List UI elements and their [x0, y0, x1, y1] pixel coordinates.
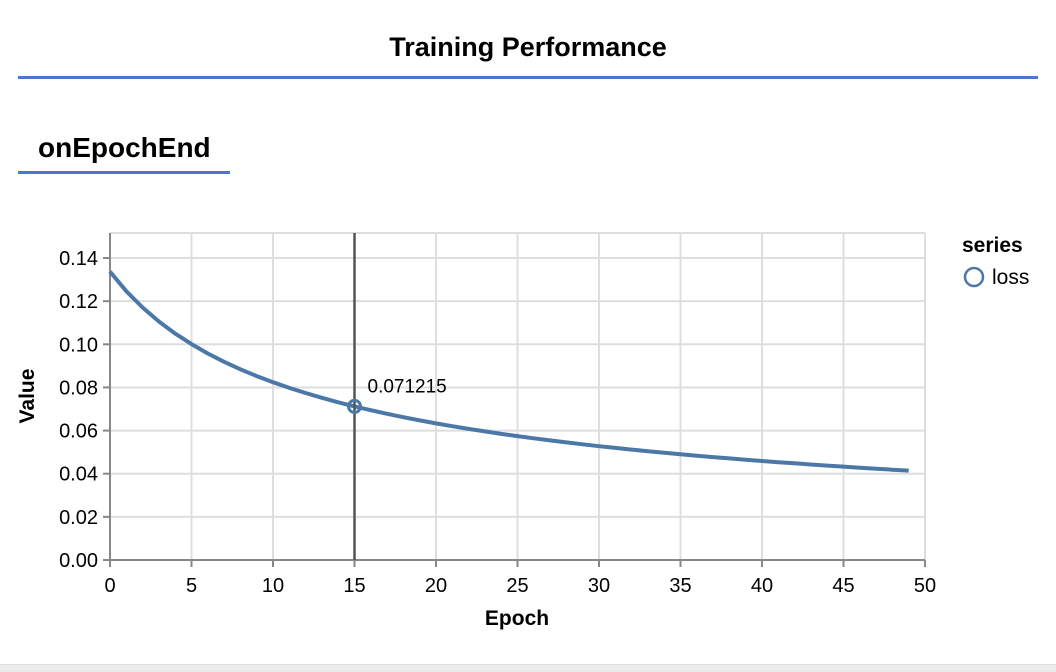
x-axis-title: Epoch	[485, 607, 549, 630]
x-tick-label: 0	[104, 575, 115, 597]
y-tick-label: 0.00	[59, 550, 98, 572]
page-title: Training Performance	[389, 32, 667, 62]
x-tick-label: 35	[669, 575, 691, 597]
footer-strip	[0, 664, 1056, 672]
x-tick-label: 30	[588, 575, 610, 597]
axes-layer: 0 5 10 15 20 25 30 35 40 45 50 0.00 0.02 0.04 0.06 0.08…	[59, 233, 936, 597]
y-tick-label: 0.12	[59, 291, 98, 313]
legend: series loss	[962, 234, 1029, 289]
y-axis-title: Value	[16, 369, 39, 424]
x-tick-label: 15	[343, 575, 365, 597]
title-divider	[18, 76, 1038, 79]
x-tick-label: 10	[262, 575, 284, 597]
tooltip-value-label: 0.071215	[368, 376, 447, 397]
y-tick-label: 0.02	[59, 507, 98, 529]
y-tick-label: 0.10	[59, 334, 98, 356]
x-tick-label: 45	[832, 575, 854, 597]
x-tick-label: 40	[751, 575, 773, 597]
x-tick-label: 20	[425, 575, 447, 597]
section-title: onEpochEnd	[38, 132, 211, 163]
gridlines-layer	[110, 232, 926, 560]
x-tick-label: 50	[914, 575, 936, 597]
x-tick-label: 25	[506, 575, 528, 597]
y-tick-label: 0.08	[59, 377, 98, 399]
y-tick-label: 0.06	[59, 421, 98, 443]
x-tick-label: 5	[186, 575, 197, 597]
y-tick-label: 0.04	[59, 464, 98, 486]
legend-title: series	[962, 234, 1023, 257]
section-divider	[18, 171, 230, 174]
legend-point-icon	[963, 266, 985, 288]
highlight-point-icon[interactable]	[347, 398, 362, 414]
legend-item-loss: loss	[992, 266, 1029, 289]
loss-series-line[interactable]	[108, 270, 909, 473]
y-tick-label: 0.14	[59, 248, 98, 270]
